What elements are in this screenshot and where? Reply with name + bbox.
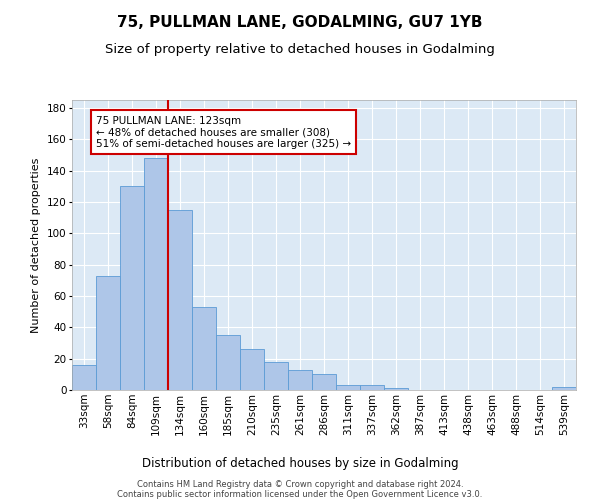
Bar bbox=[96, 276, 120, 390]
Text: Distribution of detached houses by size in Godalming: Distribution of detached houses by size … bbox=[142, 458, 458, 470]
Text: Contains HM Land Registry data © Crown copyright and database right 2024.
Contai: Contains HM Land Registry data © Crown c… bbox=[118, 480, 482, 500]
Bar bbox=[168, 210, 192, 390]
Bar bbox=[240, 349, 264, 390]
Y-axis label: Number of detached properties: Number of detached properties bbox=[31, 158, 41, 332]
Bar bbox=[192, 307, 216, 390]
Bar bbox=[552, 387, 576, 390]
Bar bbox=[120, 186, 144, 390]
Bar bbox=[264, 362, 288, 390]
Bar bbox=[336, 386, 360, 390]
Bar bbox=[216, 335, 240, 390]
Bar bbox=[312, 374, 336, 390]
Bar bbox=[144, 158, 168, 390]
Bar bbox=[288, 370, 312, 390]
Text: 75 PULLMAN LANE: 123sqm
← 48% of detached houses are smaller (308)
51% of semi-d: 75 PULLMAN LANE: 123sqm ← 48% of detache… bbox=[96, 116, 351, 149]
Text: 75, PULLMAN LANE, GODALMING, GU7 1YB: 75, PULLMAN LANE, GODALMING, GU7 1YB bbox=[117, 15, 483, 30]
Text: Size of property relative to detached houses in Godalming: Size of property relative to detached ho… bbox=[105, 42, 495, 56]
Bar bbox=[384, 388, 408, 390]
Bar bbox=[72, 365, 96, 390]
Bar bbox=[360, 386, 384, 390]
